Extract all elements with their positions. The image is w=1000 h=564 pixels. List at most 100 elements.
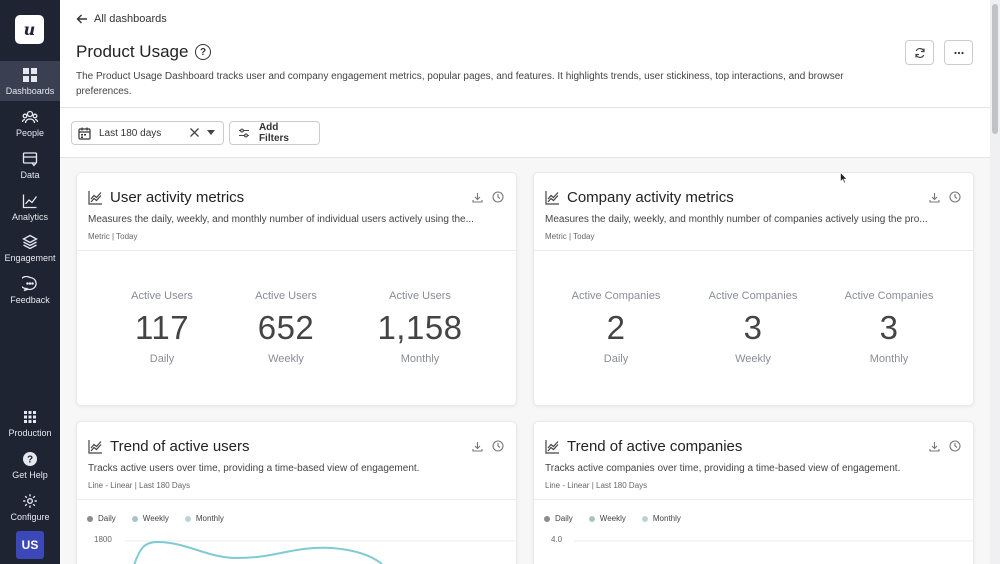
sidebar-item-data[interactable]: Data	[0, 145, 60, 185]
add-filters-button[interactable]: Add Filters	[229, 121, 320, 145]
divider	[534, 499, 973, 500]
legend-item-monthly[interactable]: Monthly	[184, 514, 224, 523]
clock-icon[interactable]	[492, 191, 504, 203]
metric-label: Active Users	[389, 290, 451, 302]
clock-icon[interactable]	[949, 191, 961, 203]
sidebar-item-analytics[interactable]: Analytics	[0, 187, 60, 227]
legend-item-daily[interactable]: Daily	[87, 514, 116, 523]
sidebar: u Dashboards People Data Analytics Engag…	[0, 0, 60, 564]
trend-companies-card: Trend of active companies Tracks active …	[533, 421, 974, 564]
metric-value: 1,158	[377, 309, 463, 346]
line-chart-icon	[88, 191, 102, 205]
metric-monthly: Active Companies 3 Monthly	[824, 290, 954, 365]
trend-users-card: Trend of active users Tracks active user…	[76, 421, 517, 564]
metric-label: Active Users	[131, 290, 193, 302]
sidebar-item-feedback[interactable]: Feedback	[0, 270, 60, 310]
close-icon[interactable]	[189, 127, 200, 138]
card-description: Measures the daily, weekly, and monthly …	[88, 214, 474, 225]
legend-dot	[544, 515, 550, 522]
legend-dot	[131, 515, 138, 522]
sidebar-item-label: Feedback	[10, 294, 50, 305]
y-axis-tick: 1800	[94, 535, 112, 544]
legend-item-weekly[interactable]: Weekly	[131, 514, 169, 523]
metric-period: Monthly	[400, 353, 440, 365]
sidebar-item-label: Engagement	[4, 252, 56, 263]
page-title: Product Usage	[76, 42, 189, 61]
refresh-button[interactable]	[905, 40, 934, 65]
more-options-button[interactable]	[944, 40, 973, 65]
page-scrollbar[interactable]	[990, 0, 1000, 564]
card-description: Measures the daily, weekly, and monthly …	[545, 214, 928, 225]
metric-monthly: Active Users 1,158 Monthly	[355, 290, 485, 365]
legend-label: Weekly	[599, 514, 626, 523]
card-description: Tracks active users over time, providing…	[88, 463, 420, 474]
data-icon	[22, 151, 38, 167]
legend-dot	[184, 515, 191, 522]
sidebar-item-engagement[interactable]: Engagement	[0, 228, 60, 268]
metric-value: 2	[606, 309, 626, 346]
date-range-select[interactable]: Last 180 days	[71, 121, 224, 145]
help-icon[interactable]: ?	[195, 44, 211, 60]
app-logo[interactable]: u	[15, 15, 44, 44]
help-circle-icon: ?	[23, 451, 37, 466]
metric-label: Active Users	[255, 290, 317, 302]
chart-legend: Daily Weekly Monthly	[544, 514, 697, 523]
card-meta: Metric | Today	[88, 232, 138, 241]
user-activity-card: User activity metrics Measures the daily…	[76, 172, 517, 406]
divider	[77, 499, 516, 500]
scrollbar-thumb[interactable]	[992, 4, 998, 134]
sidebar-item-label: Data	[20, 169, 40, 180]
metric-label: Active Companies	[708, 290, 798, 302]
legend-item-monthly[interactable]: Monthly	[641, 514, 681, 523]
metric-period: Daily	[149, 353, 175, 365]
metric-weekly: Active Companies 3 Weekly	[688, 290, 818, 365]
sidebar-item-label: Configure	[10, 511, 50, 522]
metric-period: Daily	[603, 353, 629, 365]
clock-icon[interactable]	[492, 440, 504, 452]
sidebar-item-configure[interactable]: Configure	[0, 487, 60, 527]
download-icon[interactable]	[472, 441, 483, 452]
series-line-monthly	[133, 540, 383, 564]
page-header: All dashboards Product Usage ? The Produ…	[60, 0, 990, 108]
metric-period: Weekly	[735, 353, 771, 365]
sidebar-item-get-help[interactable]: ? Get Help	[0, 445, 60, 485]
sidebar-item-people[interactable]: People	[0, 103, 60, 143]
trend-line-chart	[125, 540, 516, 564]
more-horizontal-icon	[953, 51, 964, 54]
sliders-icon	[238, 128, 249, 138]
apps-grid-icon	[24, 410, 36, 423]
line-chart-icon	[545, 191, 559, 205]
legend-label: Weekly	[142, 514, 169, 523]
metric-weekly: Active Users 652 Weekly	[221, 290, 351, 365]
clock-icon[interactable]	[949, 440, 961, 452]
analytics-icon	[22, 194, 38, 208]
sidebar-item-label: Dashboards	[5, 85, 55, 96]
add-filters-label: Add Filters	[258, 122, 289, 144]
avatar[interactable]: US	[16, 531, 44, 559]
card-description: Tracks active companies over time, provi…	[545, 463, 901, 474]
filter-bar: Last 180 days Add Filters	[60, 108, 990, 158]
sidebar-item-production[interactable]: Production	[0, 403, 60, 443]
sidebar-item-label: People	[15, 127, 45, 138]
sidebar-item-label: Analytics	[11, 211, 48, 222]
mouse-cursor-icon	[840, 172, 848, 184]
line-chart-icon	[545, 440, 559, 454]
metric-value: 117	[134, 309, 190, 346]
metric-daily: Active Companies 2 Daily	[551, 290, 681, 365]
layers-icon	[22, 234, 38, 249]
download-icon[interactable]	[472, 192, 483, 203]
metric-period: Weekly	[268, 353, 304, 365]
legend-item-weekly[interactable]: Weekly	[588, 514, 626, 523]
download-icon[interactable]	[929, 441, 940, 452]
download-icon[interactable]	[929, 192, 940, 203]
card-meta: Metric | Today	[545, 232, 595, 241]
back-link[interactable]: All dashboards	[76, 13, 167, 25]
date-range-value: Last 180 days	[99, 127, 162, 139]
legend-item-daily[interactable]: Daily	[544, 514, 573, 523]
chat-icon	[22, 275, 37, 291]
chevron-down-icon[interactable]	[207, 130, 215, 136]
sidebar-item-dashboards[interactable]: Dashboards	[0, 61, 60, 101]
divider	[77, 250, 516, 251]
chart-legend: Daily Weekly Monthly	[87, 514, 240, 523]
metric-value: 3	[879, 309, 899, 346]
